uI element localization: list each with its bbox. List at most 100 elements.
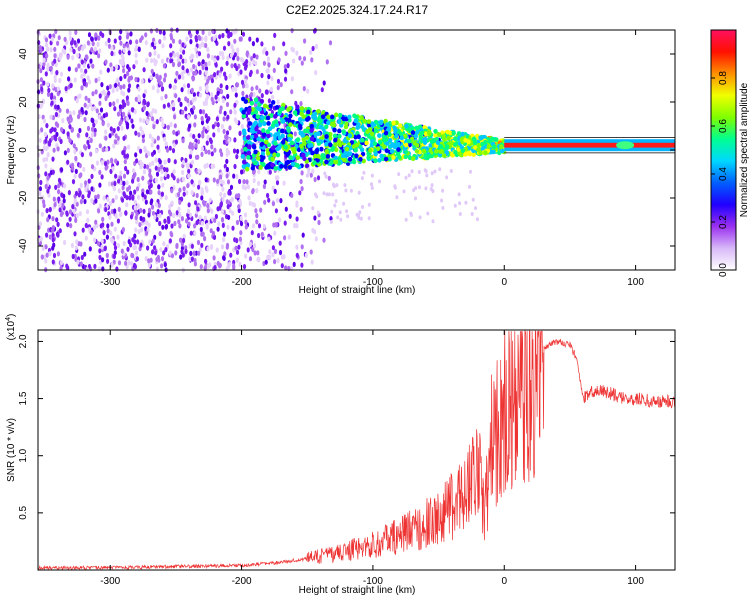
heatmap-cell	[256, 155, 261, 161]
heatmap-cell	[40, 127, 44, 133]
heatmap-cell	[56, 122, 60, 128]
heatmap-cell	[323, 171, 327, 176]
heatmap-cell	[132, 64, 136, 70]
heatmap-cell	[223, 163, 227, 169]
heatmap-cell	[290, 28, 294, 34]
heatmap-cell	[173, 159, 177, 165]
heatmap-cell	[176, 53, 180, 59]
heatmap-cell	[347, 156, 353, 162]
heatmap-cell	[235, 257, 239, 263]
heatmap-cell	[192, 63, 196, 70]
heatmap-cell	[240, 169, 244, 175]
heatmap-cell	[90, 173, 94, 179]
heatmap-cell	[119, 170, 123, 176]
heatmap-cell	[145, 119, 150, 125]
heatmap-cell	[253, 149, 258, 155]
heatmap-cell	[284, 265, 288, 271]
heatmap-cell	[73, 77, 77, 83]
heatmap-cell	[246, 135, 251, 141]
heatmap-cell	[125, 180, 129, 186]
heatmap-cell	[188, 123, 192, 129]
heatmap-cell	[257, 122, 263, 128]
heatmap-cell	[101, 266, 105, 272]
heatmap-cell	[243, 212, 247, 218]
heatmap-cell	[365, 129, 370, 135]
heatmap-cell	[117, 188, 121, 194]
heatmap-cell	[67, 76, 71, 82]
heatmap-cell	[466, 139, 471, 145]
heatmap-cell	[260, 41, 264, 47]
heatmap-cell	[160, 58, 164, 64]
heatmap-cell	[362, 170, 366, 175]
heatmap-cell	[160, 256, 165, 262]
heatmap-cell	[453, 136, 458, 142]
heatmap-cell	[324, 149, 329, 154]
heatmap-cell	[49, 94, 54, 100]
heatmap-cell	[327, 192, 331, 197]
heatmap-cell	[250, 129, 256, 134]
heatmap-cell	[81, 227, 85, 233]
heatmap-cell	[56, 91, 60, 97]
heatmap-cell	[201, 231, 205, 237]
heatmap-cell	[206, 208, 210, 214]
heatmap-cell	[187, 173, 191, 179]
heatmap-cell	[370, 173, 374, 178]
heatmap-cell	[388, 138, 393, 143]
heatmap-cell	[153, 50, 157, 56]
heatmap-cell	[105, 234, 109, 240]
heatmap-cell	[92, 122, 96, 128]
heatmap-cell	[186, 97, 190, 104]
heatmap-cell	[68, 114, 73, 120]
heatmap-cell	[178, 39, 182, 45]
heatmap-cell	[204, 258, 208, 264]
heatmap-cell	[218, 34, 222, 40]
heatmap-cell	[145, 164, 150, 170]
heatmap-cell	[241, 184, 245, 190]
heatmap-cell	[295, 252, 299, 258]
heatmap-cell	[170, 188, 174, 194]
heatmap-cell	[139, 164, 143, 170]
heatmap-cell	[71, 253, 75, 260]
heatmap-cell	[409, 213, 413, 217]
heatmap-cell	[96, 41, 100, 48]
heatmap-cell	[415, 143, 420, 148]
heatmap-cell	[233, 109, 237, 115]
heatmap-cell	[106, 85, 110, 91]
heatmap-cell	[225, 101, 230, 108]
heatmap-cell	[181, 109, 185, 115]
heatmap-cell	[305, 173, 309, 178]
heatmap-cell	[309, 123, 314, 129]
heatmap-cell	[188, 144, 192, 150]
heatmap-cell	[262, 183, 266, 190]
heatmap-cell	[349, 188, 353, 193]
heatmap-cell	[86, 40, 90, 46]
y-tick-label: 40	[18, 48, 29, 60]
heatmap-cell	[39, 236, 43, 242]
heatmap-cell	[187, 114, 191, 120]
heatmap-cell	[199, 264, 203, 270]
heatmap-cell	[445, 175, 449, 180]
heatmap-cell	[263, 199, 267, 205]
heatmap-cell	[344, 188, 348, 193]
heatmap-cell	[235, 193, 239, 199]
heatmap-cell	[60, 127, 64, 133]
heatmap-cell	[122, 83, 126, 90]
heatmap-cell	[139, 215, 143, 221]
y-tick-label: 2.0	[18, 334, 29, 348]
heatmap-cell	[270, 76, 274, 82]
heatmap-cell	[190, 87, 194, 93]
heatmap-cell	[124, 165, 128, 172]
heatmap-cell	[407, 173, 411, 178]
heatmap-cell	[314, 236, 318, 242]
heatmap-cell	[147, 212, 151, 218]
heatmap-cell	[139, 148, 143, 154]
heatmap-cell	[68, 124, 72, 130]
snr-background	[38, 330, 675, 570]
heatmap-cell	[181, 252, 185, 258]
heatmap-cell	[38, 137, 42, 143]
heatmap-cell	[215, 247, 219, 253]
heatmap-cell	[112, 186, 116, 192]
heatmap-cell	[107, 43, 112, 49]
heatmap-cell	[407, 142, 412, 148]
